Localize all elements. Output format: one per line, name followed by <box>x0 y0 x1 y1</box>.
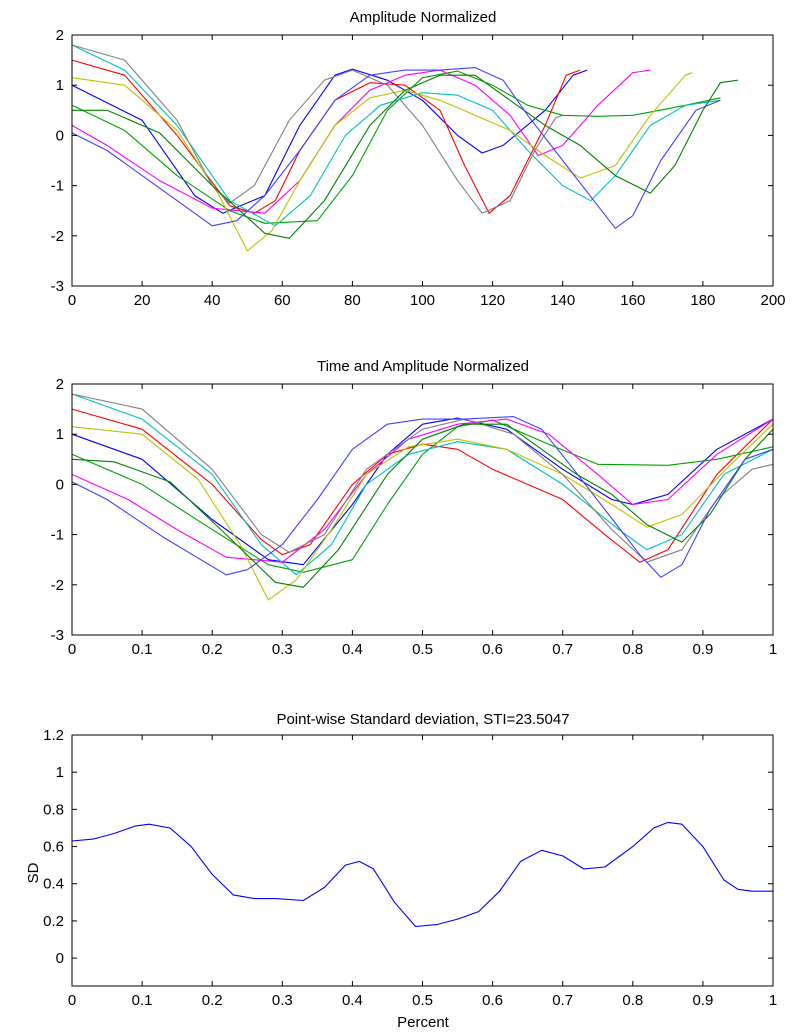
y-tick-label: 0.8 <box>43 801 64 818</box>
series-line-8 <box>72 74 738 239</box>
chart-amplitude-normalized: Amplitude Normalized 0 20 40 60 80 100 120 140 1… <box>51 9 786 309</box>
plot-area: 0 0.1 0.2 0.3 0.4 0.5 0.6 0.7 0.8 0.9 1 0 0.2 0.4 0.6 0… <box>43 727 777 1009</box>
x-tick-label: 120 <box>480 292 505 309</box>
x-tick-label: 200 <box>760 292 785 309</box>
y-tick-label: -1 <box>51 178 64 195</box>
y-tick-label: -3 <box>51 278 64 295</box>
x-tick-label: 0.3 <box>272 992 293 1009</box>
series-line-2 <box>71 59 581 214</box>
x-tick-label: 60 <box>274 292 291 309</box>
x-tick-label: 40 <box>204 292 221 309</box>
x-tick-label: 0 <box>68 992 76 1009</box>
x-tick-label: 180 <box>690 292 715 309</box>
y-tick-label: 0.4 <box>43 876 64 893</box>
y-tick-label: -3 <box>51 627 64 644</box>
y-tick-label: 0 <box>56 476 64 493</box>
chart-title: Point-wise Standard deviation, STI=23.50… <box>276 711 569 728</box>
axes-frame <box>71 734 774 987</box>
x-tick-label: 100 <box>410 292 435 309</box>
x-tick-label: 0.9 <box>692 992 713 1009</box>
series-line-2 <box>71 408 774 563</box>
series-line-9 <box>71 67 721 229</box>
axes-frame <box>71 383 774 636</box>
y-tick-label: 1 <box>56 764 64 781</box>
x-tick-label: 0.1 <box>132 992 153 1009</box>
chart-time-and-amplitude-normalized: Time and Amplitude Normalized 0 0.1 0.2 0.3… <box>51 358 778 658</box>
x-tick-label: 0.5 <box>412 641 433 658</box>
series-line-1 <box>71 417 774 566</box>
x-tick-label: 140 <box>550 292 575 309</box>
y-tick-label: 0.6 <box>43 839 64 856</box>
y-tick-label: 1 <box>56 77 64 94</box>
x-tick-label: 0.2 <box>202 992 223 1009</box>
series-line-4 <box>71 393 774 576</box>
series-line-5 <box>71 418 774 563</box>
x-tick-label: 0 <box>68 292 76 309</box>
x-tick-label: 0.9 <box>692 641 713 658</box>
x-tick-label: 0.4 <box>342 992 363 1009</box>
y-axis-label: SD <box>25 862 42 883</box>
x-tick-label: 0.6 <box>482 641 503 658</box>
y-tick-label: -2 <box>51 577 64 594</box>
x-tick-label: 0.4 <box>342 641 363 658</box>
x-tick-label: 80 <box>344 292 361 309</box>
y-tick-label: 0 <box>56 950 64 967</box>
y-tick-label: 2 <box>56 27 64 44</box>
series-line-6 <box>71 423 774 601</box>
x-tick-label: 20 <box>134 292 151 309</box>
series-line-9 <box>71 416 774 578</box>
x-tick-label: 160 <box>620 292 645 309</box>
x-tick-label: 0.1 <box>132 641 153 658</box>
y-tick-label: -1 <box>51 527 64 544</box>
y-tick-label: 0.2 <box>43 913 64 930</box>
x-axis-label: Percent <box>397 1014 450 1031</box>
x-tick-label: 1 <box>769 641 777 658</box>
x-tick-label: 0.8 <box>622 992 643 1009</box>
y-tick-label: 2 <box>56 376 64 393</box>
x-tick-label: 0.7 <box>552 992 573 1009</box>
chart-pointwise-standard-deviation: Point-wise Standard deviation, STI=23.50… <box>25 711 777 1031</box>
x-tick-label: 0.2 <box>202 641 223 658</box>
chart-title: Time and Amplitude Normalized <box>317 358 529 375</box>
y-tick-label: 0 <box>56 127 64 144</box>
series-line-4 <box>71 44 721 227</box>
x-tick-label: 0.8 <box>622 641 643 658</box>
series-line-3 <box>71 70 721 224</box>
x-tick-label: 0.3 <box>272 641 293 658</box>
x-tick-label: 0.5 <box>412 992 433 1009</box>
y-tick-label: -2 <box>51 228 64 245</box>
x-tick-label: 0.7 <box>552 641 573 658</box>
x-tick-label: 0.6 <box>482 992 503 1009</box>
series-line-3 <box>71 419 774 573</box>
series-line-8 <box>71 423 774 588</box>
series-line-1 <box>71 821 773 928</box>
y-tick-label: 1.2 <box>43 727 64 744</box>
chart-title: Amplitude Normalized <box>350 9 497 26</box>
x-tick-label: 1 <box>769 992 777 1009</box>
x-tick-label: 0 <box>68 641 76 658</box>
y-tick-label: 1 <box>56 426 64 443</box>
plot-area: 0 20 40 60 80 100 120 140 160 180 200 -3 -2 -1 0 1 2 <box>51 27 786 309</box>
series-line-5 <box>71 69 651 214</box>
series-line-7 <box>71 44 563 214</box>
plot-area: 0 0.1 0.2 0.3 0.4 0.5 0.6 0.7 0.8 0.9 1 -3 -2 -1 0 1 2 <box>51 376 778 658</box>
